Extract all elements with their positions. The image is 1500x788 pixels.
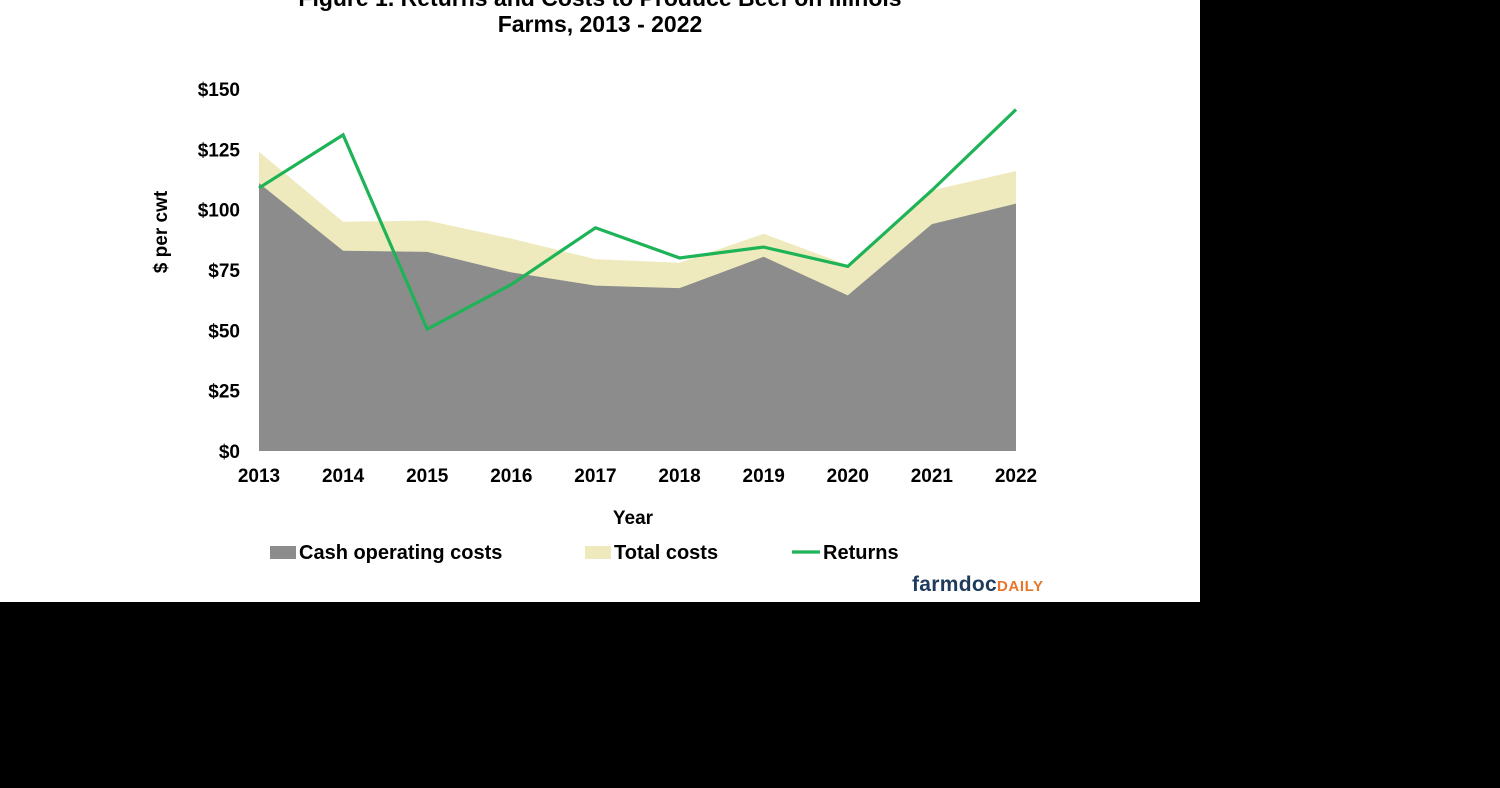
line-returns xyxy=(258,108,1018,332)
y-tick-label: $75 xyxy=(208,261,240,282)
y-tick-label: $50 xyxy=(208,321,240,342)
y-axis-ticks: $0 $25 $50 $75 $100 $125 $150 xyxy=(198,80,241,463)
x-tick-label: 2022 xyxy=(995,466,1037,487)
x-tick-label: 2016 xyxy=(490,466,532,487)
chart-svg: Figure 1. Returns and Costs to Produce B… xyxy=(151,0,1037,564)
x-tick-label: 2015 xyxy=(406,466,449,487)
y-tick-label: $150 xyxy=(198,80,240,101)
legend-label: Returns xyxy=(823,542,899,564)
x-tick-label: 2014 xyxy=(322,466,365,487)
logo-main-text: farmdoc xyxy=(912,573,997,596)
legend-label: Cash operating costs xyxy=(299,542,502,564)
y-tick-label: $125 xyxy=(198,140,241,161)
logo-sub-text: DAILY xyxy=(996,578,1044,595)
y-axis-title: $ per cwt xyxy=(151,190,172,273)
legend-label: Total costs xyxy=(614,542,718,564)
x-tick-label: 2021 xyxy=(911,466,954,487)
legend-item-cash-operating-costs: Cash operating costs xyxy=(270,542,502,564)
legend-item-total-costs: Total costs xyxy=(585,542,718,564)
x-axis-ticks: 2013 2014 2015 2016 2017 2018 2019 2020 2021 2022 xyxy=(238,466,1037,487)
plot-lines xyxy=(258,108,1018,332)
x-tick-label: 2019 xyxy=(743,466,785,487)
legend-swatch xyxy=(585,546,611,559)
x-tick-label: 2017 xyxy=(574,466,616,487)
y-tick-label: $0 xyxy=(219,442,240,463)
x-tick-label: 2020 xyxy=(827,466,869,487)
chart-figure: Figure 1. Returns and Costs to Produce B… xyxy=(0,0,1200,602)
area-cash-operating-costs xyxy=(259,183,1016,451)
plot-areas xyxy=(259,151,1016,451)
chart-title-line-2: Farms, 2013 - 2022 xyxy=(498,11,703,37)
x-tick-label: 2018 xyxy=(658,466,700,487)
x-tick-label: 2013 xyxy=(238,466,280,487)
y-tick-label: $100 xyxy=(198,201,240,222)
farmdoc-daily-logo: farmdocDAILY xyxy=(912,573,1044,597)
chart-title-line-1: Figure 1. Returns and Costs to Produce B… xyxy=(298,0,901,11)
x-axis-title: Year xyxy=(613,508,654,529)
chart-title: Figure 1. Returns and Costs to Produce B… xyxy=(298,0,901,37)
y-tick-label: $25 xyxy=(208,382,240,403)
legend: Cash operating costs Total costs Returns xyxy=(270,542,899,564)
legend-swatch xyxy=(270,546,296,559)
legend-item-returns: Returns xyxy=(792,542,899,564)
